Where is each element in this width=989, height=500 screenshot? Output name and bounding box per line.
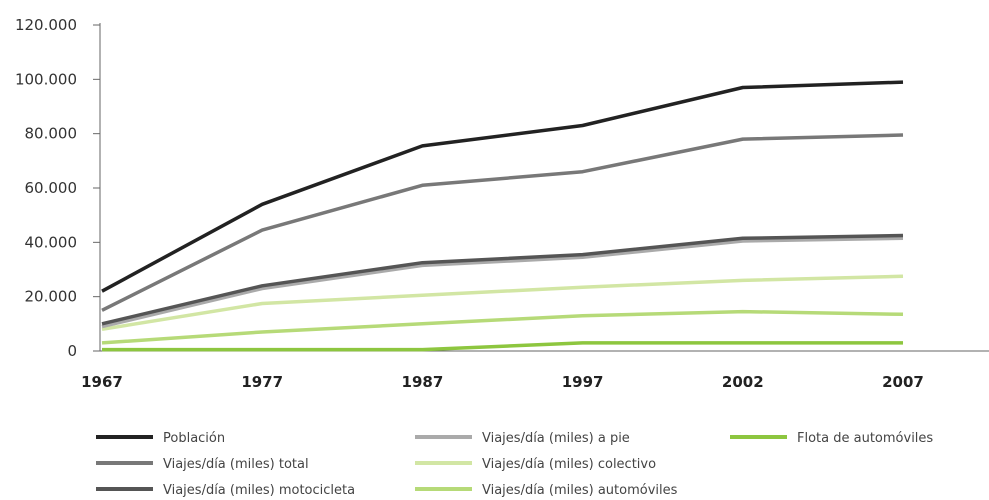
y-tick-label: 20.000 bbox=[25, 288, 78, 306]
y-tick-label: 100.000 bbox=[15, 70, 77, 88]
legend-label: Viajes/día (miles) motocicleta bbox=[163, 483, 355, 498]
y-axis: 0 20.000 40.000 60.000 80.000 100.000 120.000 bbox=[15, 16, 101, 360]
x-tick-label: 2007 bbox=[882, 373, 924, 391]
series-line-1 bbox=[101, 80, 904, 293]
x-axis: 1967 1977 1987 1997 2002 2007 bbox=[81, 350, 989, 391]
x-tick-label: 1987 bbox=[402, 373, 444, 391]
x-tick-label: 1997 bbox=[562, 373, 604, 391]
y-tick-label: 60.000 bbox=[25, 179, 78, 197]
y-tick-label: 80.000 bbox=[25, 125, 78, 143]
y-tick-label: 0 bbox=[67, 342, 77, 360]
series-line-3 bbox=[101, 233, 904, 326]
y-tick-label: 40.000 bbox=[25, 233, 78, 251]
legend-label: Viajes/día (miles) automóviles bbox=[482, 483, 678, 498]
legend-label: Viajes/día (miles) colectivo bbox=[482, 457, 656, 472]
series-line-7 bbox=[102, 341, 903, 352]
series-line-2 bbox=[101, 133, 904, 312]
legend: Población Viajes/día (miles) total Viajes/… bbox=[96, 431, 933, 498]
series-line-5 bbox=[101, 274, 904, 332]
series-line-6 bbox=[101, 309, 904, 345]
legend-label: Viajes/día (miles) a pie bbox=[482, 431, 630, 446]
series-lines bbox=[101, 80, 904, 352]
y-tick-label: 120.000 bbox=[15, 16, 77, 34]
x-tick-label: 1977 bbox=[241, 373, 283, 391]
legend-label: Viajes/día (miles) total bbox=[163, 457, 309, 472]
series-line-4 bbox=[101, 236, 904, 329]
legend-label: Flota de automóviles bbox=[797, 431, 933, 446]
x-tick-label: 1967 bbox=[81, 373, 123, 391]
legend-label: Población bbox=[163, 431, 225, 446]
x-tick-label: 2002 bbox=[722, 373, 764, 391]
